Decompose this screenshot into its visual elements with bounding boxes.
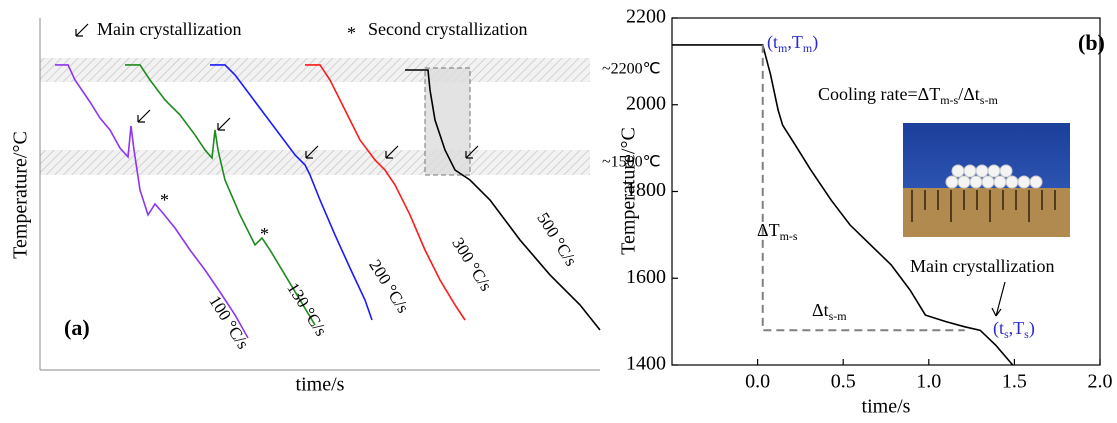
- rate-label: Cooling rate=ΔTm-s/Δts-m: [818, 84, 998, 107]
- y-tick-label: 1600: [626, 266, 666, 288]
- band-1500: [40, 150, 590, 175]
- x-axis-label: time/s: [296, 374, 345, 396]
- y-tick-label: 2000: [626, 92, 666, 114]
- series-label: 300 °C/s: [448, 234, 496, 294]
- y-tick-label: 2200: [626, 6, 666, 28]
- label-part: ΔT: [757, 220, 780, 240]
- main-label: Main crystallization: [910, 256, 1054, 276]
- legend-main: Main crystallization: [97, 19, 241, 39]
- panel-a-decor: [39, 18, 600, 371]
- label-part: (t: [993, 318, 1004, 339]
- guide-dashed: [761, 44, 965, 332]
- photo-inset: [903, 123, 1070, 237]
- subscript: s: [1004, 327, 1009, 341]
- series-line: [405, 69, 601, 331]
- panel-label: (a): [64, 315, 90, 340]
- x-tick-label: 0.5: [831, 371, 856, 393]
- series-label: 500 °C/s: [533, 209, 581, 269]
- x-tick-label: 2.0: [1088, 371, 1113, 393]
- y-axis-label: Temperature/°C: [10, 131, 32, 259]
- label-part: Δt: [812, 300, 829, 320]
- dT-label: ΔTm-s: [757, 220, 798, 243]
- subscript: s: [1024, 327, 1029, 341]
- y-tick-label: 1800: [626, 179, 666, 201]
- x-tick-label: 0.0: [745, 371, 770, 393]
- x-axis-label: time/s: [862, 396, 911, 418]
- label-part: ): [812, 32, 818, 53]
- subscript: m: [778, 41, 788, 55]
- second-marker: *: [160, 190, 169, 210]
- label-part: Cooling rate=ΔT: [818, 84, 940, 104]
- series-line: [672, 44, 1014, 366]
- legend-star: *: [347, 23, 356, 43]
- subscript: s-m: [829, 309, 848, 323]
- label-part: ,T: [787, 32, 803, 52]
- label-part: ,T: [1009, 318, 1025, 338]
- ts-label: (ts,Ts): [993, 318, 1035, 341]
- label-part: ): [1029, 318, 1035, 339]
- series-line: [305, 64, 466, 321]
- label-part: (t: [767, 32, 778, 53]
- label-part: /Δt: [958, 84, 980, 104]
- crystallization-arrows: [137, 109, 479, 159]
- subscript: m-s: [780, 229, 798, 243]
- panel-label: (b): [1078, 30, 1105, 55]
- legend-arrow: [75, 23, 89, 37]
- second-marker: *: [260, 224, 269, 244]
- tm-label: (tm,Tm): [767, 32, 818, 55]
- subscript: m: [803, 41, 813, 55]
- main-arrow: [991, 281, 1006, 317]
- y-axis-label: Temperature/°C: [618, 127, 640, 255]
- x-tick-label: 1.0: [916, 371, 941, 393]
- highlight-box: [424, 67, 471, 176]
- subscript: s-m: [980, 93, 999, 107]
- x-tick-label: 1.5: [1002, 371, 1027, 393]
- series-label: 200 °C/s: [365, 256, 413, 316]
- dt-label: Δts-m: [812, 300, 847, 323]
- legend-second: Second crystallization: [368, 19, 527, 39]
- series-line: [210, 64, 373, 321]
- series-line: [55, 64, 249, 339]
- band-2200: [40, 58, 590, 82]
- subscript: m-s: [940, 93, 958, 107]
- band-label: ~2200℃: [602, 61, 661, 78]
- series-label: 130 °C/s: [283, 279, 331, 339]
- band-label: ~1500℃: [602, 154, 661, 171]
- y-tick-label: 1400: [626, 353, 666, 375]
- series-line: [125, 64, 316, 326]
- series-label: 100 °C/s: [205, 292, 253, 352]
